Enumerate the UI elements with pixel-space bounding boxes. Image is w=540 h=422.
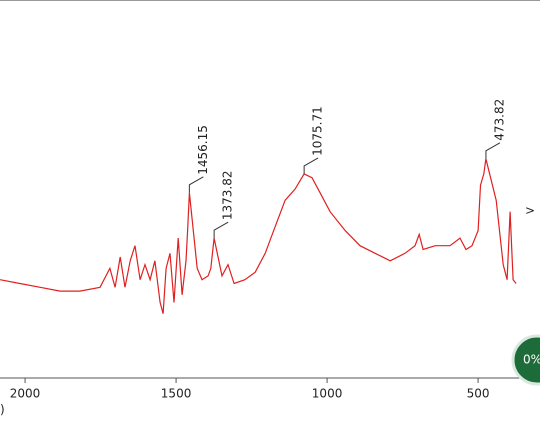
x-tick-label: 1500 bbox=[161, 387, 192, 401]
plot: 2000 1500 1000 500 1456.15 1373.82 1075.71 473.… bbox=[0, 99, 540, 401]
badge-circle bbox=[511, 334, 540, 386]
progress-badge[interactable]: 0% bbox=[511, 334, 540, 386]
spectrum-line bbox=[0, 158, 517, 314]
x-tick-label: 1000 bbox=[312, 387, 343, 401]
next-arrow[interactable]: > bbox=[525, 204, 535, 218]
peak-leader bbox=[213, 221, 229, 239]
peak-label: 1373.82 bbox=[221, 171, 235, 221]
badge-text: 0% bbox=[523, 353, 540, 367]
cut-label: ) bbox=[0, 403, 5, 417]
peak-leader bbox=[188, 176, 204, 193]
peak-leader bbox=[485, 142, 501, 159]
peak-label: 1456.15 bbox=[196, 125, 210, 175]
peak-leader bbox=[303, 157, 319, 174]
peak-label: 473.82 bbox=[492, 99, 506, 141]
x-tick-label: 2000 bbox=[10, 387, 41, 401]
x-tick-label: 500 bbox=[467, 387, 490, 401]
peak-label: 1075.71 bbox=[311, 106, 325, 156]
